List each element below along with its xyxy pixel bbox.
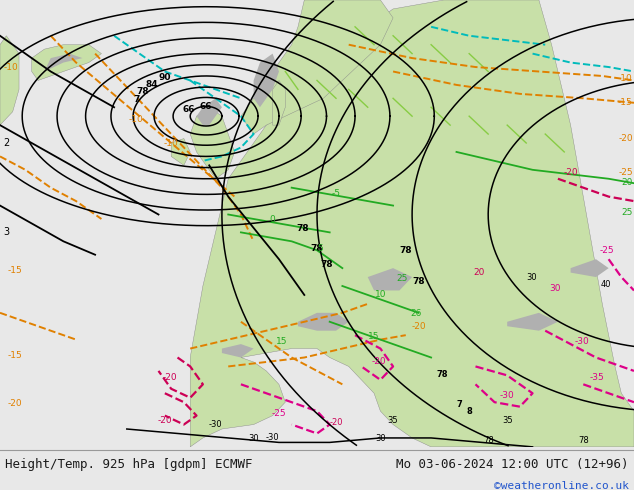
Polygon shape [571,259,609,277]
Text: 26: 26 [410,309,422,318]
Text: 20: 20 [621,178,633,187]
Text: 66: 66 [200,102,212,111]
Text: 78: 78 [578,436,588,445]
Text: -25: -25 [600,246,615,255]
Polygon shape [190,107,235,179]
Text: -10: -10 [164,139,179,147]
Polygon shape [273,80,285,125]
Polygon shape [32,45,101,80]
Polygon shape [197,98,222,125]
Text: -15: -15 [8,266,22,275]
Text: 78: 78 [412,277,425,286]
Text: 25: 25 [396,274,408,283]
Text: 2: 2 [3,138,10,148]
Text: -25: -25 [271,409,287,418]
Text: 20: 20 [474,268,485,277]
Text: 3: 3 [3,227,10,237]
Text: 40: 40 [601,280,611,289]
Text: 90: 90 [158,73,171,82]
Text: Mo 03-06-2024 12:00 UTC (12+96): Mo 03-06-2024 12:00 UTC (12+96) [396,458,629,470]
Polygon shape [507,313,558,331]
Text: 78: 78 [436,370,448,379]
Text: -30: -30 [574,337,590,346]
Text: -20: -20 [563,168,578,176]
Text: 78: 78 [136,87,149,96]
Text: 78: 78 [297,224,309,233]
Text: 30: 30 [550,284,561,293]
Text: 78: 78 [483,436,493,445]
Text: 15: 15 [276,337,288,346]
Text: Height/Temp. 925 hPa [gdpm] ECMWF: Height/Temp. 925 hPa [gdpm] ECMWF [5,458,252,470]
Polygon shape [190,0,634,447]
Text: 25: 25 [621,208,633,217]
Text: 84: 84 [146,80,158,89]
Text: 35: 35 [388,416,398,424]
Text: -20: -20 [411,322,426,331]
Text: -30: -30 [209,420,223,429]
Text: -10: -10 [618,74,633,83]
Text: -20: -20 [372,358,387,367]
Text: -20: -20 [618,134,633,143]
Polygon shape [0,36,19,125]
Text: 30: 30 [375,434,385,443]
Text: 66: 66 [183,104,195,114]
Text: 78: 78 [311,244,323,252]
Polygon shape [368,268,412,291]
Text: -30: -30 [500,391,515,400]
Text: -5: -5 [332,190,340,198]
Text: -25: -25 [618,168,633,176]
Text: -20: -20 [329,418,343,427]
Polygon shape [222,344,254,358]
Text: 78: 78 [399,246,412,255]
Text: -20: -20 [157,416,172,424]
Text: 35: 35 [502,416,512,424]
Text: -10: -10 [3,63,18,72]
Text: 5: 5 [317,244,323,252]
Polygon shape [254,53,279,107]
Text: 8: 8 [466,407,472,416]
Text: 78: 78 [321,260,333,269]
Text: 0: 0 [269,216,276,224]
Text: -15: -15 [618,98,633,107]
Text: 10: 10 [375,291,386,299]
Text: -10: -10 [129,115,144,124]
Text: -20: -20 [8,398,22,408]
Text: ©weatheronline.co.uk: ©weatheronline.co.uk [494,481,629,490]
Polygon shape [241,0,393,134]
Text: -30: -30 [266,434,280,442]
Text: 7: 7 [133,95,139,104]
Polygon shape [298,313,349,331]
Text: -20: -20 [162,373,178,382]
Text: -35: -35 [590,373,605,382]
Text: 7: 7 [456,400,462,409]
Text: 30: 30 [526,273,536,282]
Polygon shape [44,53,82,72]
Text: 30: 30 [249,434,259,443]
Text: -15: -15 [8,351,22,360]
Polygon shape [171,139,190,165]
Text: 15: 15 [368,332,380,341]
